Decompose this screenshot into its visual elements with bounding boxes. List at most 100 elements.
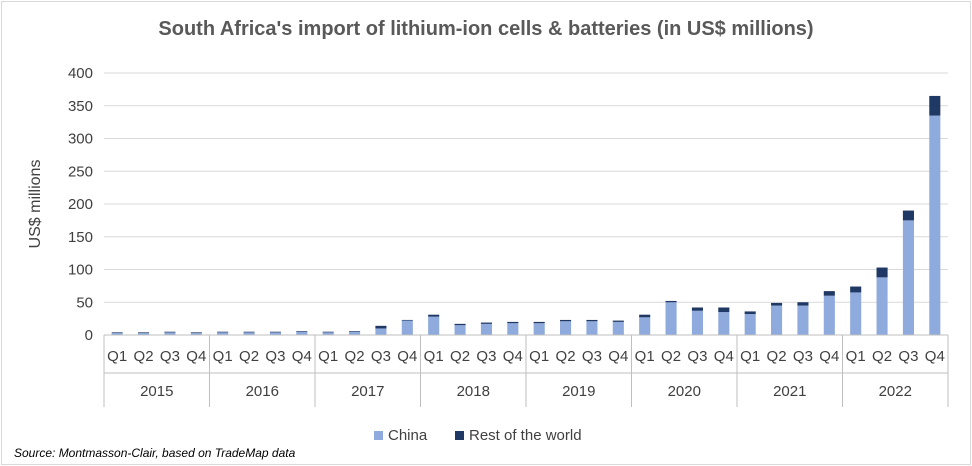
- x-tick-label-year: 2021: [773, 383, 806, 400]
- bar-rest-of-world: [217, 331, 229, 333]
- x-tick-label-quarter: Q2: [872, 348, 892, 365]
- bar-rest-of-world: [691, 307, 703, 311]
- x-tick-label-quarter: Q3: [476, 348, 496, 365]
- x-tick-label-quarter: Q2: [134, 348, 154, 365]
- x-tick-label-quarter: Q2: [345, 348, 365, 365]
- x-tick-label-year: 2020: [668, 383, 701, 400]
- bar-china: [401, 320, 413, 335]
- y-axis-title: US$ millions: [27, 160, 44, 249]
- x-tick-label-quarter: Q4: [925, 348, 945, 365]
- bar-rest-of-world: [533, 321, 545, 324]
- bar-rest-of-world: [823, 291, 835, 296]
- bar-rest-of-world: [612, 320, 624, 322]
- x-tick-label-year: 2019: [562, 383, 595, 400]
- bar-china: [902, 220, 914, 335]
- legend-swatch-china: [374, 431, 383, 440]
- bar-china: [217, 332, 229, 335]
- bar-rest-of-world: [322, 331, 334, 333]
- bar-rest-of-world: [639, 314, 651, 318]
- x-tick-label-quarter: Q3: [371, 348, 391, 365]
- bar-rest-of-world: [111, 332, 123, 334]
- x-tick-label-year: 2022: [879, 383, 912, 400]
- bar-china: [428, 316, 440, 335]
- bar-rest-of-world: [718, 307, 730, 313]
- x-tick-label-quarter: Q1: [740, 348, 760, 365]
- bar-china: [111, 333, 123, 335]
- source-note: Source: Montmasson-Clair, based on Trade…: [14, 446, 296, 460]
- bar-rest-of-world: [296, 331, 308, 332]
- bar-china: [322, 332, 334, 335]
- x-tick-label-quarter: Q3: [160, 348, 180, 365]
- x-tick-label-quarter: Q2: [450, 348, 470, 365]
- legend-item-china: China: [374, 427, 427, 444]
- legend-item-rest-of-world: Rest of the world: [455, 427, 582, 444]
- bar-china: [296, 331, 308, 335]
- bar-rest-of-world: [401, 319, 413, 321]
- x-tick-label-quarter: Q2: [556, 348, 576, 365]
- legend-swatch-rest-of-world: [455, 431, 464, 440]
- bar-china: [138, 333, 150, 335]
- x-tick-label-quarter: Q2: [661, 348, 681, 365]
- bar-china: [164, 332, 176, 335]
- bar-rest-of-world: [665, 300, 677, 303]
- bar-rest-of-world: [902, 210, 914, 221]
- x-tick-label-quarter: Q1: [213, 348, 233, 365]
- x-tick-label-quarter: Q2: [767, 348, 787, 365]
- legend-label-china: China: [388, 427, 428, 444]
- y-tick-label: 200: [68, 196, 93, 213]
- bar-china: [480, 323, 492, 335]
- y-tick-label: 250: [68, 163, 93, 180]
- bar-china: [560, 321, 572, 335]
- bar-rest-of-world: [771, 302, 783, 306]
- bar-rest-of-world: [269, 331, 281, 333]
- x-tick-label-quarter: Q3: [265, 348, 285, 365]
- x-tick-label-quarter: Q4: [819, 348, 839, 365]
- bar-china: [639, 317, 651, 335]
- bar-china: [691, 310, 703, 335]
- x-tick-label-quarter: Q1: [529, 348, 549, 365]
- bar-china: [850, 292, 862, 335]
- x-tick-label-quarter: Q1: [107, 348, 127, 365]
- bar-rest-of-world: [876, 267, 888, 278]
- x-tick-label-quarter: Q4: [503, 348, 523, 365]
- chart-title: South Africa's import of lithium-ion cel…: [158, 18, 814, 40]
- bar-china: [349, 331, 361, 335]
- x-tick-label-year: 2015: [140, 383, 173, 400]
- bar-rest-of-world: [560, 319, 572, 322]
- y-tick-label: 400: [68, 65, 93, 82]
- bar-rest-of-world: [797, 302, 809, 306]
- bar-china: [771, 305, 783, 335]
- y-tick-label: 50: [76, 294, 93, 311]
- bar-china: [823, 295, 835, 335]
- y-tick-label: 300: [68, 131, 93, 148]
- bar-rest-of-world: [243, 331, 255, 333]
- bar-rest-of-world: [138, 332, 150, 334]
- x-tick-label-quarter: Q4: [292, 348, 312, 365]
- x-tick-label-year: 2018: [457, 383, 490, 400]
- bar-rest-of-world: [428, 314, 440, 317]
- bar-china: [718, 312, 730, 335]
- bar-china: [533, 323, 545, 335]
- x-tick-label-quarter: Q1: [318, 348, 338, 365]
- bar-china: [876, 277, 888, 335]
- x-tick-label-quarter: Q3: [793, 348, 813, 365]
- bar-china: [454, 325, 466, 335]
- bar-rest-of-world: [375, 325, 387, 329]
- bar-rest-of-world: [454, 323, 466, 326]
- x-tick-label-quarter: Q1: [846, 348, 866, 365]
- x-tick-label-quarter: Q3: [582, 348, 602, 365]
- bar-china: [190, 333, 202, 335]
- bar-china: [243, 332, 255, 335]
- x-tick-label-quarter: Q2: [239, 348, 259, 365]
- bar-rest-of-world: [507, 321, 519, 324]
- x-tick-label-quarter: Q4: [714, 348, 734, 365]
- bar-china: [269, 332, 281, 335]
- bar-rest-of-world: [929, 95, 941, 116]
- bar-rest-of-world: [164, 331, 176, 333]
- x-tick-label-quarter: Q1: [424, 348, 444, 365]
- x-tick-label-quarter: Q3: [687, 348, 707, 365]
- bar-china: [612, 321, 624, 335]
- bar-china: [507, 323, 519, 335]
